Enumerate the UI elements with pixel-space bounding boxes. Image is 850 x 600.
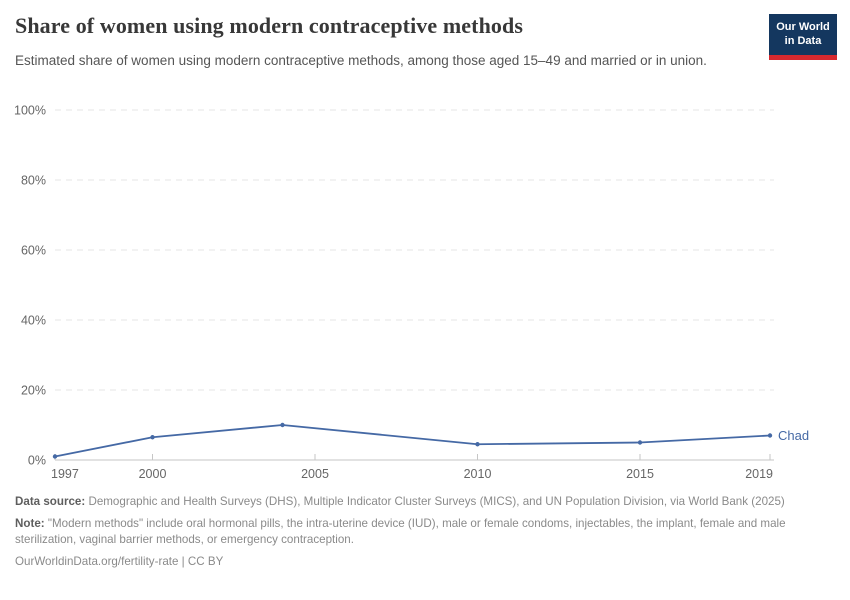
y-axis-tick-label: 0% bbox=[28, 454, 46, 468]
data-point[interactable] bbox=[767, 433, 773, 438]
chart-footer: Data source: Demographic and Health Surv… bbox=[15, 494, 803, 570]
y-axis-tick-label: 80% bbox=[21, 174, 46, 188]
x-axis-tick-label: 2015 bbox=[626, 467, 654, 481]
y-axis-tick-label: 40% bbox=[21, 314, 46, 328]
chart-title: Share of women using modern contraceptiv… bbox=[15, 13, 524, 38]
x-axis-tick-label: 2005 bbox=[301, 467, 329, 481]
x-axis-tick-label: 2019 bbox=[745, 467, 773, 481]
x-axis-tick-label: 1997 bbox=[51, 467, 79, 481]
y-axis-tick-label: 20% bbox=[21, 384, 46, 398]
data-source-note: Data source: Demographic and Health Surv… bbox=[15, 494, 803, 510]
data-point[interactable] bbox=[637, 440, 643, 445]
owid-url-license[interactable]: OurWorldinData.org/fertility-rate | CC B… bbox=[15, 554, 224, 568]
data-source-text: Demographic and Health Surveys (DHS), Mu… bbox=[85, 495, 785, 508]
x-axis-tick-label: 2000 bbox=[139, 467, 167, 481]
data-source-label: Data source: bbox=[15, 495, 86, 508]
note-text: "Modern methods" include oral hormonal p… bbox=[15, 516, 786, 546]
methodology-note: Note: "Modern methods" include oral horm… bbox=[15, 516, 803, 548]
y-axis-tick-label: 100% bbox=[14, 104, 46, 118]
owid-logo-line1: Our World bbox=[776, 21, 830, 33]
data-point[interactable] bbox=[475, 442, 480, 447]
chart-subtitle: Estimated share of women using modern co… bbox=[15, 53, 707, 68]
owid-logo: Our World in Data bbox=[769, 14, 837, 60]
data-point[interactable] bbox=[150, 435, 155, 440]
series-end-label[interactable]: Chad bbox=[778, 428, 809, 443]
series-line[interactable] bbox=[54, 424, 771, 458]
x-axis-tick-label: 2010 bbox=[464, 467, 492, 481]
data-point[interactable] bbox=[52, 454, 58, 459]
note-label: Note: bbox=[15, 516, 45, 530]
y-axis-tick-label: 60% bbox=[21, 244, 46, 258]
data-point[interactable] bbox=[280, 422, 285, 428]
owid-logo-line2: in Data bbox=[784, 35, 822, 48]
